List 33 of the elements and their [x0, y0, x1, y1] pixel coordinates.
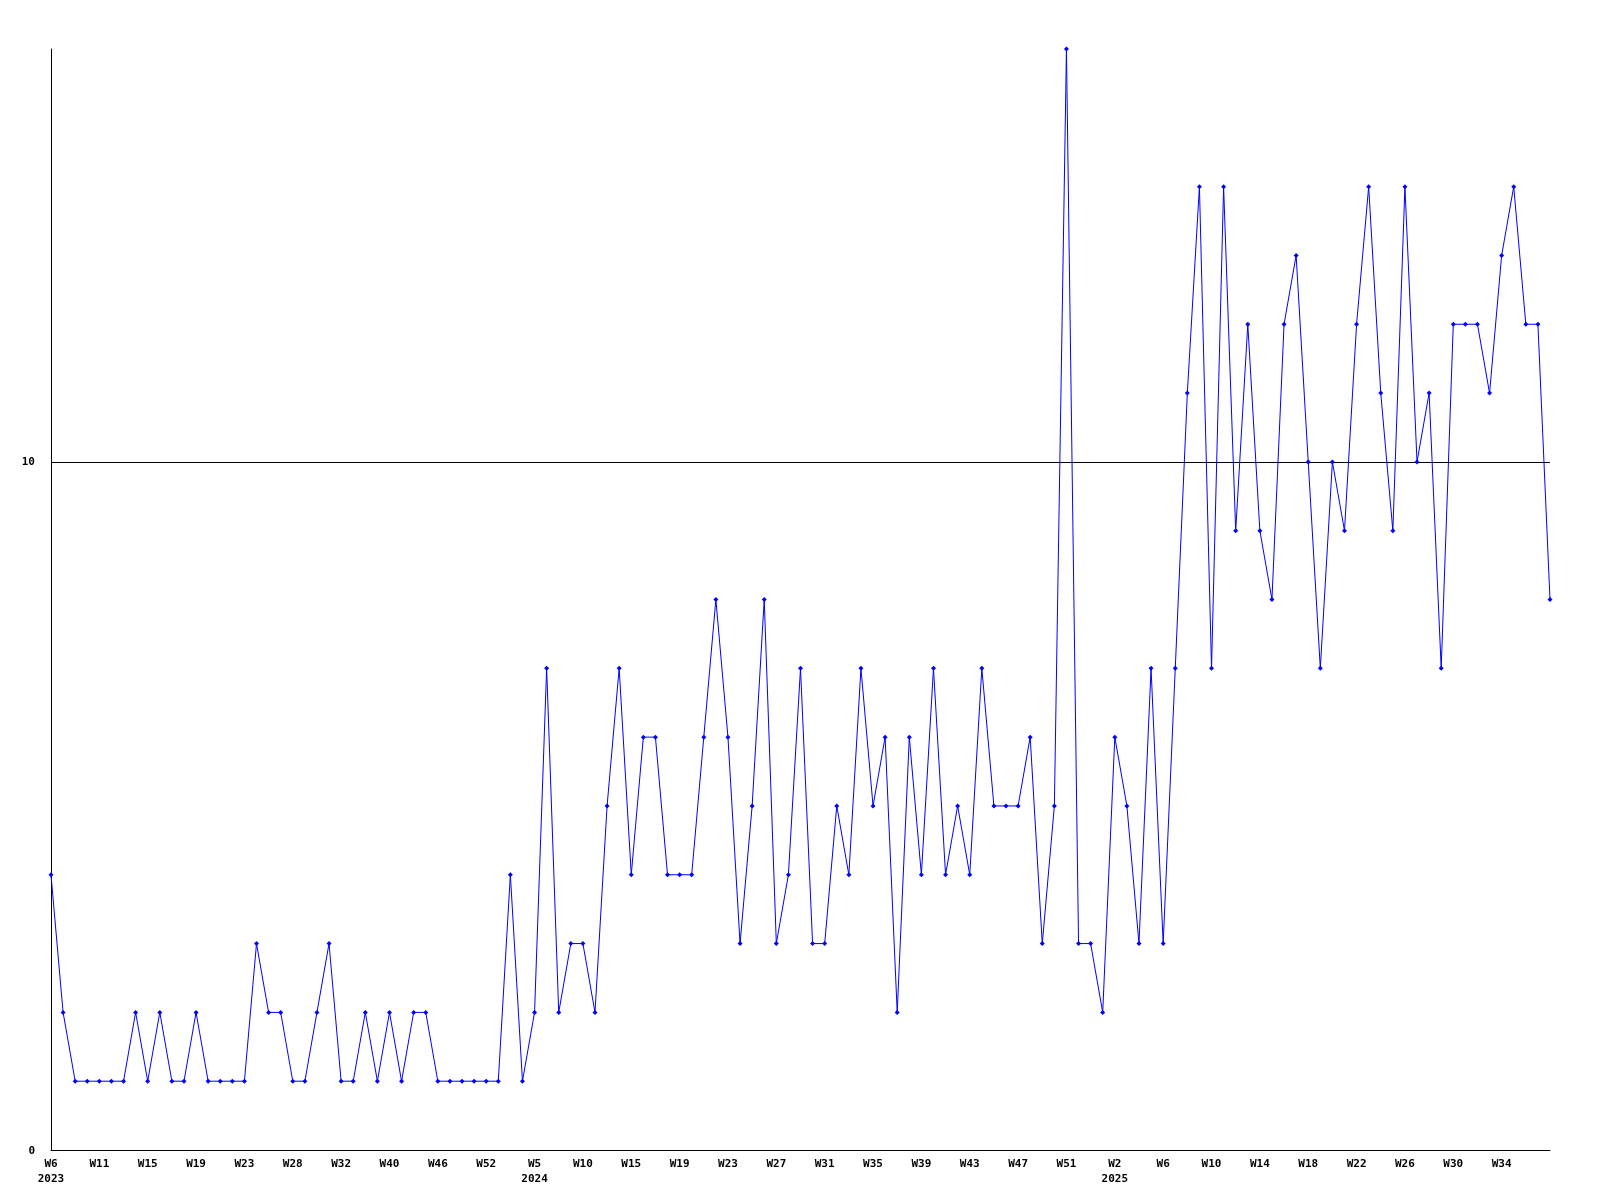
x-tick-label: W23 — [234, 1157, 255, 1170]
x-tick-label: W15 — [137, 1157, 158, 1170]
x-tick-label: W34 — [1491, 1157, 1512, 1170]
x-tick-label: W18 — [1298, 1157, 1319, 1170]
x-tick-label: W5 2024 — [521, 1157, 549, 1185]
x-tick-label: W31 — [814, 1157, 835, 1170]
x-tick-label: W35 — [863, 1157, 883, 1170]
x-tick-label: W40 — [379, 1157, 400, 1170]
x-tick-label: W19 — [669, 1157, 690, 1170]
x-tick-label: W39 — [911, 1157, 932, 1170]
x-tick-label: W6 — [1156, 1157, 1171, 1170]
x-tick-label: W46 — [427, 1157, 449, 1170]
y-tick-label: 0 — [28, 1143, 35, 1157]
x-tick-label: W30 — [1443, 1157, 1464, 1170]
x-tick-label: W28 — [282, 1157, 303, 1170]
x-tick-label: W22 — [1346, 1157, 1367, 1170]
x-tick-label: W11 — [89, 1157, 110, 1170]
x-tick-label: W51 — [1056, 1157, 1077, 1170]
y-tick-label: 10 — [21, 455, 35, 469]
x-tick-label: W52 — [476, 1157, 497, 1170]
x-tick-label: W14 — [1249, 1157, 1271, 1170]
x-tick-label: W23 — [718, 1157, 738, 1170]
x-tick-label: W32 — [331, 1157, 352, 1170]
x-tick-label: W6 2023 — [37, 1157, 65, 1185]
x-tick-label: W19 — [186, 1157, 206, 1170]
x-tick-label: W10 — [572, 1157, 593, 1170]
x-tick-label: W27 — [766, 1157, 787, 1170]
x-tick-label: W43 — [959, 1157, 980, 1170]
x-tick-label: W10 — [1201, 1157, 1222, 1170]
x-tick-label: W2 2025 — [1101, 1157, 1129, 1185]
x-tick-label: W47 — [1008, 1157, 1029, 1170]
x-tick-label: W15 — [621, 1157, 642, 1170]
x-tick-label: W26 — [1395, 1157, 1416, 1170]
